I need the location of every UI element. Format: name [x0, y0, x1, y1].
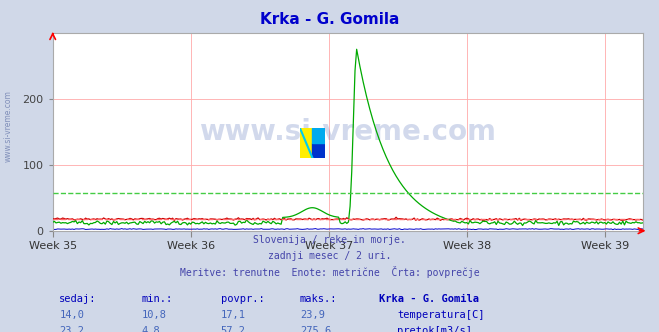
- Text: 23,9: 23,9: [300, 310, 325, 320]
- Text: 275,6: 275,6: [300, 326, 331, 332]
- Text: maks.:: maks.:: [300, 294, 337, 304]
- Text: 23,2: 23,2: [59, 326, 84, 332]
- Text: temperatura[C]: temperatura[C]: [397, 310, 485, 320]
- Text: www.si-vreme.com: www.si-vreme.com: [199, 118, 496, 146]
- Text: Meritve: trenutne  Enote: metrične  Črta: povprečje: Meritve: trenutne Enote: metrične Črta: …: [180, 266, 479, 278]
- Text: 14,0: 14,0: [59, 310, 84, 320]
- Text: min.:: min.:: [142, 294, 173, 304]
- Text: www.si-vreme.com: www.si-vreme.com: [4, 90, 13, 162]
- Text: 4,8: 4,8: [142, 326, 160, 332]
- Text: zadnji mesec / 2 uri.: zadnji mesec / 2 uri.: [268, 251, 391, 261]
- Text: 10,8: 10,8: [142, 310, 167, 320]
- Text: Krka - G. Gomila: Krka - G. Gomila: [379, 294, 479, 304]
- Bar: [300, 128, 312, 158]
- Text: Krka - G. Gomila: Krka - G. Gomila: [260, 12, 399, 27]
- Text: povpr.:: povpr.:: [221, 294, 264, 304]
- Text: Slovenija / reke in morje.: Slovenija / reke in morje.: [253, 235, 406, 245]
- Text: 17,1: 17,1: [221, 310, 246, 320]
- Bar: [312, 143, 325, 158]
- Text: 57,2: 57,2: [221, 326, 246, 332]
- Text: sedaj:: sedaj:: [59, 294, 97, 304]
- Text: pretok[m3/s]: pretok[m3/s]: [397, 326, 473, 332]
- Bar: [312, 128, 325, 143]
